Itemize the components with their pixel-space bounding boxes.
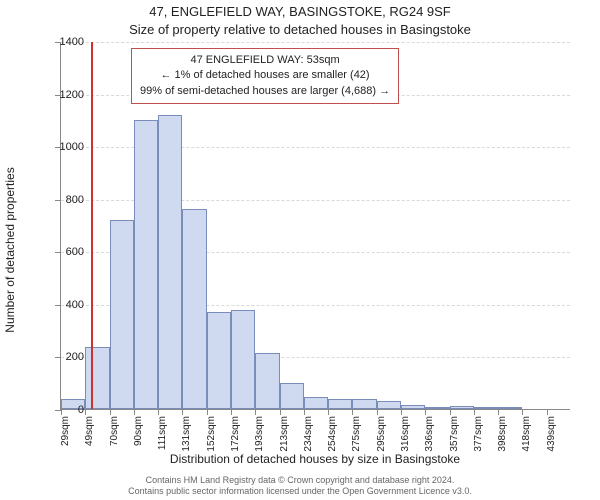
x-tick-label: 90sqm	[133, 416, 144, 456]
x-tick	[182, 409, 183, 415]
marker-line	[91, 42, 93, 409]
annotation-line-1: 47 ENGLEFIELD WAY: 53sqm	[140, 53, 390, 68]
histogram-bar	[425, 407, 449, 409]
chart-container: 47, ENGLEFIELD WAY, BASINGSTOKE, RG24 9S…	[0, 0, 600, 500]
x-tick-label: 439sqm	[546, 416, 557, 456]
histogram-bar	[231, 310, 255, 409]
x-tick	[498, 409, 499, 415]
footer-line-2: Contains public sector information licen…	[0, 486, 600, 498]
x-tick	[401, 409, 402, 415]
histogram-bar	[158, 115, 182, 409]
histogram-bar	[498, 407, 522, 409]
y-tick-label: 800	[66, 194, 84, 206]
annotation-line-2: ← 1% of detached houses are smaller (42)	[140, 68, 390, 83]
y-tick-label: 1000	[60, 141, 84, 153]
x-tick-label: 49sqm	[84, 416, 95, 456]
footer-line-1: Contains HM Land Registry data © Crown c…	[0, 475, 600, 487]
x-tick	[522, 409, 523, 415]
x-tick	[207, 409, 208, 415]
x-tick	[474, 409, 475, 415]
y-tick	[55, 357, 61, 358]
y-tick-label: 0	[78, 404, 84, 416]
x-tick-label: 275sqm	[351, 416, 362, 456]
page-subtitle: Size of property relative to detached ho…	[0, 22, 600, 37]
x-tick-label: 131sqm	[181, 416, 192, 456]
page-title: 47, ENGLEFIELD WAY, BASINGSTOKE, RG24 9S…	[0, 4, 600, 19]
histogram-bar	[450, 406, 474, 409]
y-tick	[55, 200, 61, 201]
x-tick	[280, 409, 281, 415]
x-tick	[547, 409, 548, 415]
x-tick	[255, 409, 256, 415]
x-tick	[328, 409, 329, 415]
x-tick	[352, 409, 353, 415]
histogram-bar	[110, 220, 134, 409]
x-tick-label: 418sqm	[521, 416, 532, 456]
plot-area: 47 ENGLEFIELD WAY: 53sqm ← 1% of detache…	[60, 42, 570, 410]
y-axis-label: Number of detached properties	[3, 167, 17, 332]
histogram-bar	[328, 399, 352, 410]
x-tick	[231, 409, 232, 415]
x-tick-label: 29sqm	[60, 416, 71, 456]
y-tick	[55, 305, 61, 306]
annotation-line-3: 99% of semi-detached houses are larger (…	[140, 84, 390, 99]
x-tick	[110, 409, 111, 415]
histogram-bar	[474, 407, 498, 409]
histogram-bar	[304, 397, 328, 409]
histogram-bar	[377, 401, 401, 409]
x-tick	[85, 409, 86, 415]
histogram-bar	[134, 120, 158, 409]
x-tick	[61, 409, 62, 415]
annotation-box: 47 ENGLEFIELD WAY: 53sqm ← 1% of detache…	[131, 48, 399, 104]
footer: Contains HM Land Registry data © Crown c…	[0, 475, 600, 498]
x-tick-label: 357sqm	[449, 416, 460, 456]
x-tick-label: 152sqm	[206, 416, 217, 456]
x-tick	[377, 409, 378, 415]
y-tick-label: 400	[66, 299, 84, 311]
x-tick-label: 213sqm	[279, 416, 290, 456]
x-tick-label: 193sqm	[254, 416, 265, 456]
x-tick-label: 377sqm	[473, 416, 484, 456]
x-tick-label: 316sqm	[400, 416, 411, 456]
y-tick-label: 600	[66, 246, 84, 258]
x-tick	[304, 409, 305, 415]
histogram-bar	[352, 399, 376, 410]
x-tick	[425, 409, 426, 415]
gridline	[61, 42, 570, 43]
x-tick	[158, 409, 159, 415]
histogram-bar	[85, 347, 109, 409]
x-tick-label: 254sqm	[327, 416, 338, 456]
y-tick	[55, 252, 61, 253]
x-tick-label: 70sqm	[109, 416, 120, 456]
x-tick	[450, 409, 451, 415]
y-tick-label: 1200	[60, 89, 84, 101]
histogram-bar	[207, 312, 231, 409]
x-tick-label: 398sqm	[497, 416, 508, 456]
histogram-bar	[401, 405, 425, 409]
histogram-bar	[255, 353, 279, 410]
x-tick-label: 111sqm	[157, 416, 168, 456]
x-tick	[134, 409, 135, 415]
histogram-bar	[182, 209, 206, 409]
x-tick-label: 336sqm	[424, 416, 435, 456]
y-tick-label: 200	[66, 351, 84, 363]
x-tick-label: 295sqm	[376, 416, 387, 456]
y-tick-label: 1400	[60, 36, 84, 48]
histogram-bar	[280, 383, 304, 409]
x-tick-label: 234sqm	[303, 416, 314, 456]
x-tick-label: 172sqm	[230, 416, 241, 456]
